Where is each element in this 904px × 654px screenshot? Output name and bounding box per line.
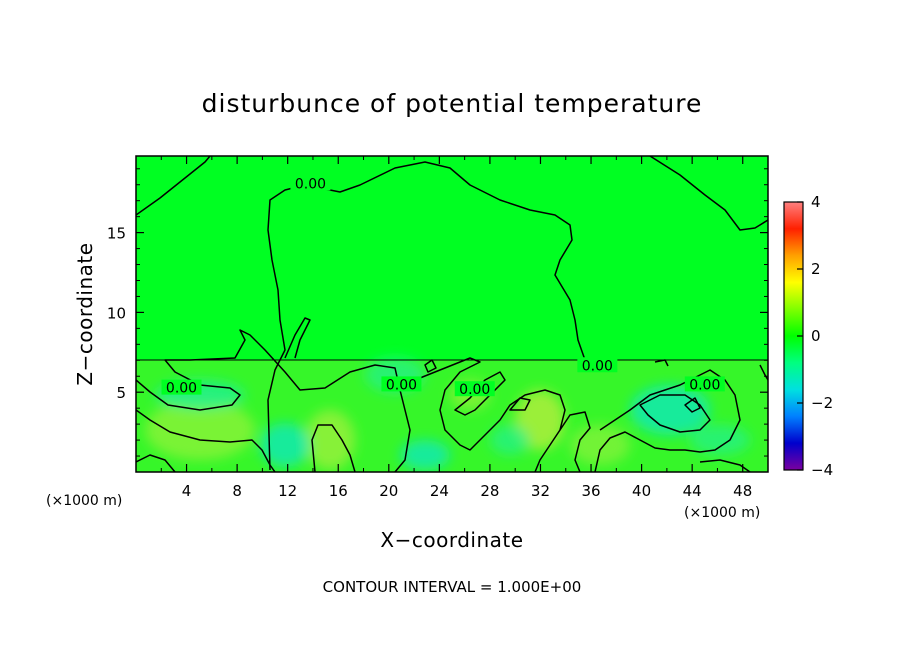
x-axis-ticks: 4 8 12 16 20 24 28 32 36 40 44 48 <box>160 156 752 500</box>
contour-interval: CONTOUR INTERVAL = 1.000E+00 <box>323 578 582 596</box>
contour-line-top-left <box>136 156 211 216</box>
contour-label: 0.00 <box>689 377 720 393</box>
cyan-patch <box>490 425 530 455</box>
colorbar-tick-label: 2 <box>811 260 821 278</box>
colorbar-tick-label: −4 <box>811 461 833 479</box>
colorbar-tick-label: 4 <box>811 193 821 211</box>
contour-line-small-1 <box>424 359 437 373</box>
plot-area: 0.00 0.00 0.00 0.00 0.00 0.00 <box>136 156 768 472</box>
x-tick-label: 24 <box>430 482 449 500</box>
plot-frame <box>135 155 769 473</box>
contour-line-lower-2 <box>311 424 356 472</box>
contour-label: 0.00 <box>295 176 326 192</box>
x-tick-label: 40 <box>632 482 651 500</box>
x-axis-label: X−coordinate <box>380 528 523 552</box>
x-tick-label: 32 <box>531 482 550 500</box>
contour-line-lower-3 <box>284 317 311 359</box>
yellowish-patch <box>145 400 255 460</box>
contour-label: 0.00 <box>582 358 613 374</box>
contour-label-bg <box>577 357 618 373</box>
contour-label-bg <box>684 376 725 392</box>
y-axis-unit: (×1000 m) <box>46 493 122 509</box>
chart-title: disturbunce of potential temperature <box>202 89 703 118</box>
x-tick-label: 44 <box>683 482 702 500</box>
colorbar-ticks: −4 −2 0 2 4 <box>797 193 833 479</box>
contour-labels: 0.00 0.00 0.00 0.00 0.00 0.00 <box>161 175 725 398</box>
x-tick-label: 36 <box>581 482 600 500</box>
contour-line-lower-1 <box>136 409 276 472</box>
y-tick-label: 5 <box>116 384 126 402</box>
disturbance-field <box>136 357 768 472</box>
x-axis-unit: (×1000 m) <box>684 505 760 521</box>
contour-label-bg <box>290 175 331 191</box>
x-tick-label: 16 <box>329 482 348 500</box>
y-tick-label: 15 <box>107 225 126 243</box>
x-tick-label: 48 <box>733 482 752 500</box>
contour-label: 0.00 <box>386 377 417 393</box>
x-tick-label: 4 <box>182 482 192 500</box>
contour-line-lower-4 <box>414 357 566 472</box>
y-tick-label: 10 <box>107 304 126 322</box>
contour-line-lower-9 <box>639 394 711 433</box>
colorbar-tick-label: −2 <box>811 394 833 412</box>
contour-line-left-tongue <box>136 329 411 472</box>
y-axis-label: Z−coordinate <box>73 242 97 385</box>
contour-line-lower-10 <box>684 397 701 413</box>
contour-label: 0.00 <box>459 382 490 398</box>
cyan-patch <box>260 423 310 467</box>
contour-label-bg <box>161 379 202 395</box>
contour-line-lower-8 <box>594 369 741 472</box>
x-tick-label: 12 <box>278 482 297 500</box>
cyan-patch <box>690 425 750 455</box>
x-tick-label: 28 <box>480 482 499 500</box>
contour-label: 0.00 <box>166 381 197 397</box>
contour-line-top-right <box>649 156 768 231</box>
contour-lines <box>136 156 768 472</box>
contour-line-lower-12 <box>136 454 176 472</box>
contour-line-small-3 <box>759 364 768 381</box>
cyan-patch <box>400 440 450 470</box>
x-tick-label: 8 <box>232 482 242 500</box>
colorbar-tick-label: 0 <box>811 327 821 345</box>
contour-line-upper <box>267 161 586 471</box>
contour-line-lower-11 <box>699 459 751 472</box>
contour-line-lower-6 <box>509 397 531 411</box>
contour-line-lower-7 <box>559 411 591 472</box>
colorbar: −4 −2 0 2 4 <box>783 193 833 479</box>
contour-label-bg <box>381 376 422 392</box>
contour-label-bg <box>454 381 495 397</box>
x-tick-label: 20 <box>379 482 398 500</box>
y-axis-ticks: 5 10 15 <box>107 168 768 457</box>
